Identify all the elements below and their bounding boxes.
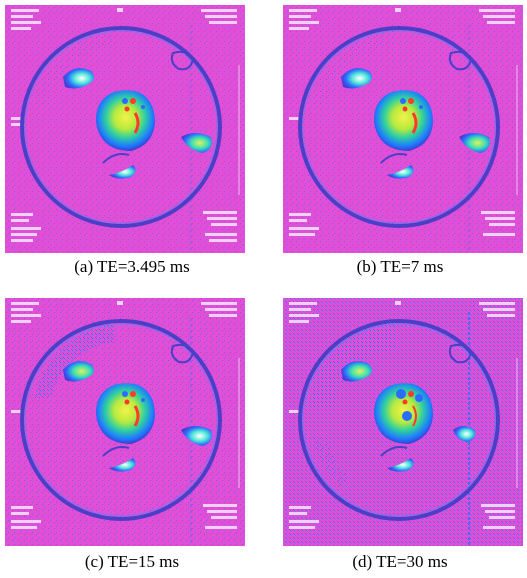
caption-c: (c) TE=15 ms xyxy=(84,552,180,571)
scanner-overlay-text xyxy=(289,301,515,529)
caption-a: (a) TE=3.495 ms xyxy=(74,257,190,276)
mri-image-a xyxy=(5,5,245,253)
mri-panel-a xyxy=(5,5,245,253)
mri-image-c xyxy=(5,298,245,546)
caption-b: (b) TE=7 ms xyxy=(356,257,444,276)
mri-panel-c xyxy=(5,298,245,546)
scanner-overlay-text xyxy=(11,8,237,242)
mri-image-d xyxy=(283,298,523,546)
caption-d: (d) TE=30 ms xyxy=(352,552,448,571)
scanner-overlay-text xyxy=(289,8,515,236)
mri-panel-b xyxy=(283,5,523,253)
mri-image-b xyxy=(283,5,523,253)
mri-panel-d xyxy=(283,298,523,546)
scanner-overlay-text xyxy=(11,301,237,529)
